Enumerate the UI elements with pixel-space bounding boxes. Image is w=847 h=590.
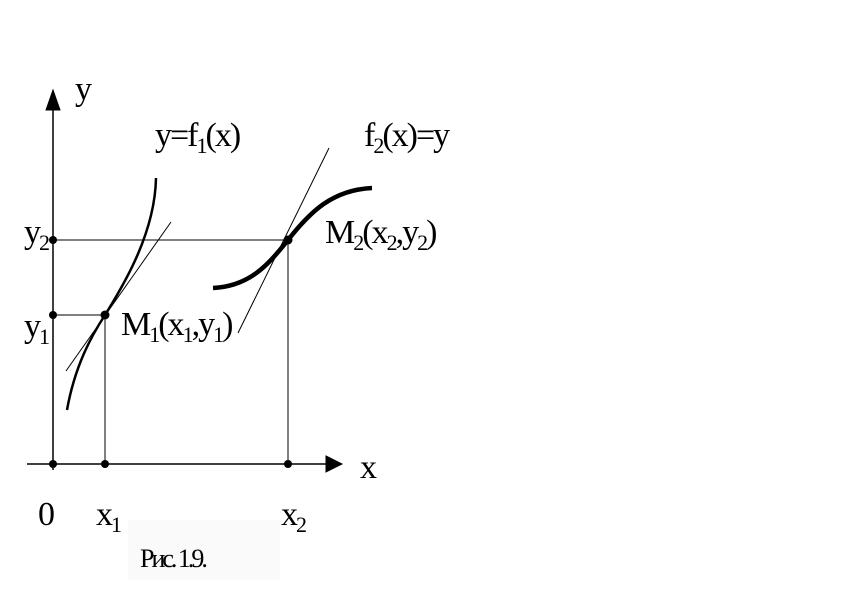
caption: Рис. 1.9.	[140, 544, 206, 573]
label-part: x	[281, 496, 298, 533]
label-part: )	[426, 214, 436, 251]
y-axis-label: y	[75, 71, 92, 108]
m1-label: M1(x1,y1)	[121, 306, 232, 347]
x-axis-label: x	[360, 449, 377, 486]
dot	[49, 460, 57, 468]
label-part: )	[222, 306, 232, 343]
f2-label: f2(x)=y	[364, 117, 450, 158]
label-part: (x)=y	[382, 117, 450, 154]
subscript: 2	[296, 512, 306, 537]
label-part: y=f	[155, 117, 199, 154]
subscript: 1	[39, 324, 49, 349]
curve-f1	[65, 177, 158, 411]
label-part: (x)	[206, 117, 240, 154]
label-part: ,y	[396, 214, 420, 251]
label-part: x	[96, 496, 113, 533]
y2-label: y2	[24, 214, 49, 255]
dot	[49, 236, 57, 244]
label-part: (x	[158, 306, 184, 343]
dot	[100, 310, 110, 320]
dot	[283, 235, 293, 245]
label-part: (x	[362, 214, 388, 251]
dot	[284, 460, 292, 468]
label-part: y	[24, 308, 41, 345]
x2-label: x2	[281, 496, 306, 537]
origin-label: 0	[38, 496, 54, 533]
subscript: 2	[39, 230, 49, 255]
caption-bg	[128, 520, 280, 580]
label-part: M	[325, 214, 355, 251]
tangent-1	[65, 221, 172, 372]
y-arrow	[45, 88, 61, 111]
label-part: y	[24, 214, 41, 251]
tangent-2	[237, 147, 330, 334]
label-part: M	[121, 306, 151, 343]
subscript: 1	[111, 512, 121, 537]
label-part: ,y	[192, 306, 216, 343]
x-arrow	[325, 455, 344, 473]
m2-label: M2(x2,y2)	[325, 214, 436, 255]
dot	[101, 460, 109, 468]
f1-label: y=f1(x)	[155, 117, 240, 158]
y1-label: y1	[24, 308, 49, 349]
x1-label: x1	[96, 496, 121, 537]
dot	[49, 311, 57, 319]
